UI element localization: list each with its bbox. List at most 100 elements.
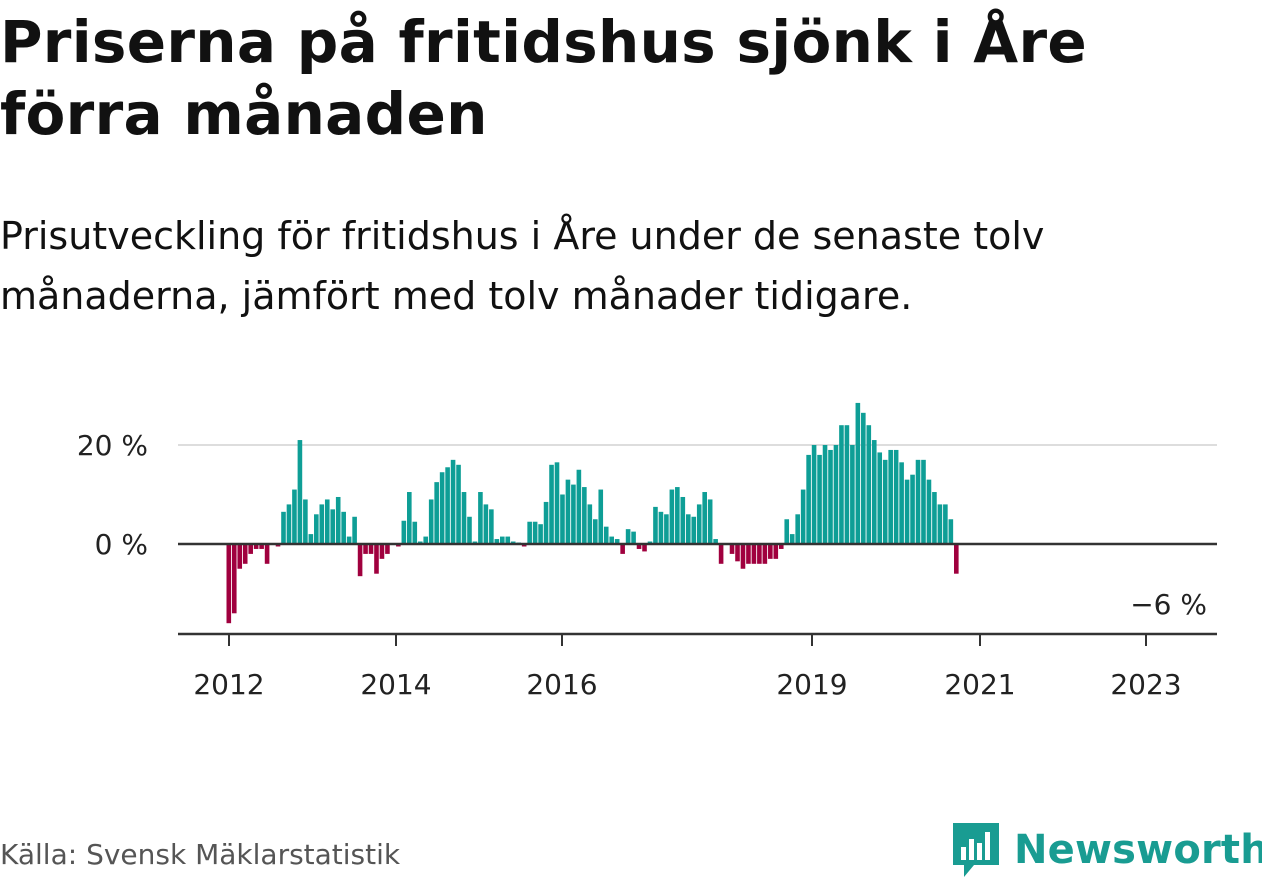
bar [691,516,697,544]
bar [948,519,954,544]
bar [297,440,303,544]
bar [253,544,259,549]
bar [543,501,549,545]
bar [450,459,456,544]
bar [680,496,686,544]
bar [926,479,932,544]
bar [385,544,390,554]
bar [434,482,439,545]
bar [915,459,921,544]
chart-subtitle: Prisutveckling för fritidshus i Åre unde… [0,214,1045,318]
bar [314,514,319,544]
bar [910,474,915,544]
brand-name: Newsworthy [1014,827,1262,873]
bar [833,445,839,544]
bar [428,499,434,544]
bar [735,544,740,562]
x-tick-label: 2021 [944,668,1015,701]
tick-labels: 0 % 20 % 2012 2014 2016 2019 2021 2023 −6 % [77,429,1207,701]
x-tick-label: 2023 [1110,668,1181,701]
bar [729,544,735,554]
x-tick-label: 2016 [526,668,597,701]
bar [795,514,800,544]
bar [368,544,374,554]
bar [303,499,308,544]
bar [844,425,850,544]
bar [489,509,494,544]
bar [625,529,631,544]
bar [757,544,762,564]
bar [675,487,680,544]
bar [718,544,724,564]
bar [861,412,866,544]
bar [828,449,833,544]
bar [893,449,899,544]
bar [866,425,872,544]
bar [527,521,532,545]
bar [538,524,543,544]
bar [467,516,472,544]
bar [412,521,418,545]
chart-title: Priserna på fritidshus sjönk i Åre förra… [0,8,1087,148]
bar [330,509,336,544]
bar [357,544,363,577]
y-tick-label: 0 % [95,528,148,561]
y-tick-label: 20 % [77,429,148,462]
bar [248,544,253,554]
bar [811,445,817,544]
bar [560,494,565,544]
bar [500,536,505,545]
bar [308,534,314,544]
bar [609,536,614,545]
bar [281,511,286,544]
bar [817,454,822,544]
bar [324,499,330,544]
x-tick-label: 2012 [193,668,264,701]
bar [603,526,609,544]
bar [784,519,790,544]
bar [549,464,554,544]
bar [871,440,877,544]
bars [226,402,959,624]
bar [762,544,768,564]
bar [582,487,587,544]
bar [478,492,483,544]
bar [921,459,926,544]
bar [565,479,571,544]
bar [746,544,751,564]
bar [702,492,707,544]
bar [713,539,718,544]
newsworthy-logo-icon [953,823,999,877]
bar [636,544,642,549]
bar [407,492,412,544]
x-tick-label: 2014 [360,668,431,701]
bar [237,544,243,569]
bar [592,519,598,544]
bar [554,462,560,544]
bar [374,544,379,574]
bar [226,544,232,624]
bar [778,544,784,549]
bar [937,504,943,544]
bar [292,489,297,544]
bar [839,425,844,544]
bar [341,511,346,544]
newsworthy-logo[interactable]: Newsworthy [950,820,1262,880]
axes [178,542,1217,646]
bar [352,516,357,544]
bar [401,520,407,545]
bar [806,454,811,544]
bar [932,492,937,544]
bar [335,496,341,544]
bar [888,449,893,544]
bar [363,544,368,554]
bar [768,544,773,559]
bar [877,452,883,545]
bar [598,489,604,544]
bar [346,536,352,545]
bar [532,521,538,545]
bar [620,544,625,554]
bar [505,536,511,545]
bar [461,492,467,544]
bar [319,504,325,544]
